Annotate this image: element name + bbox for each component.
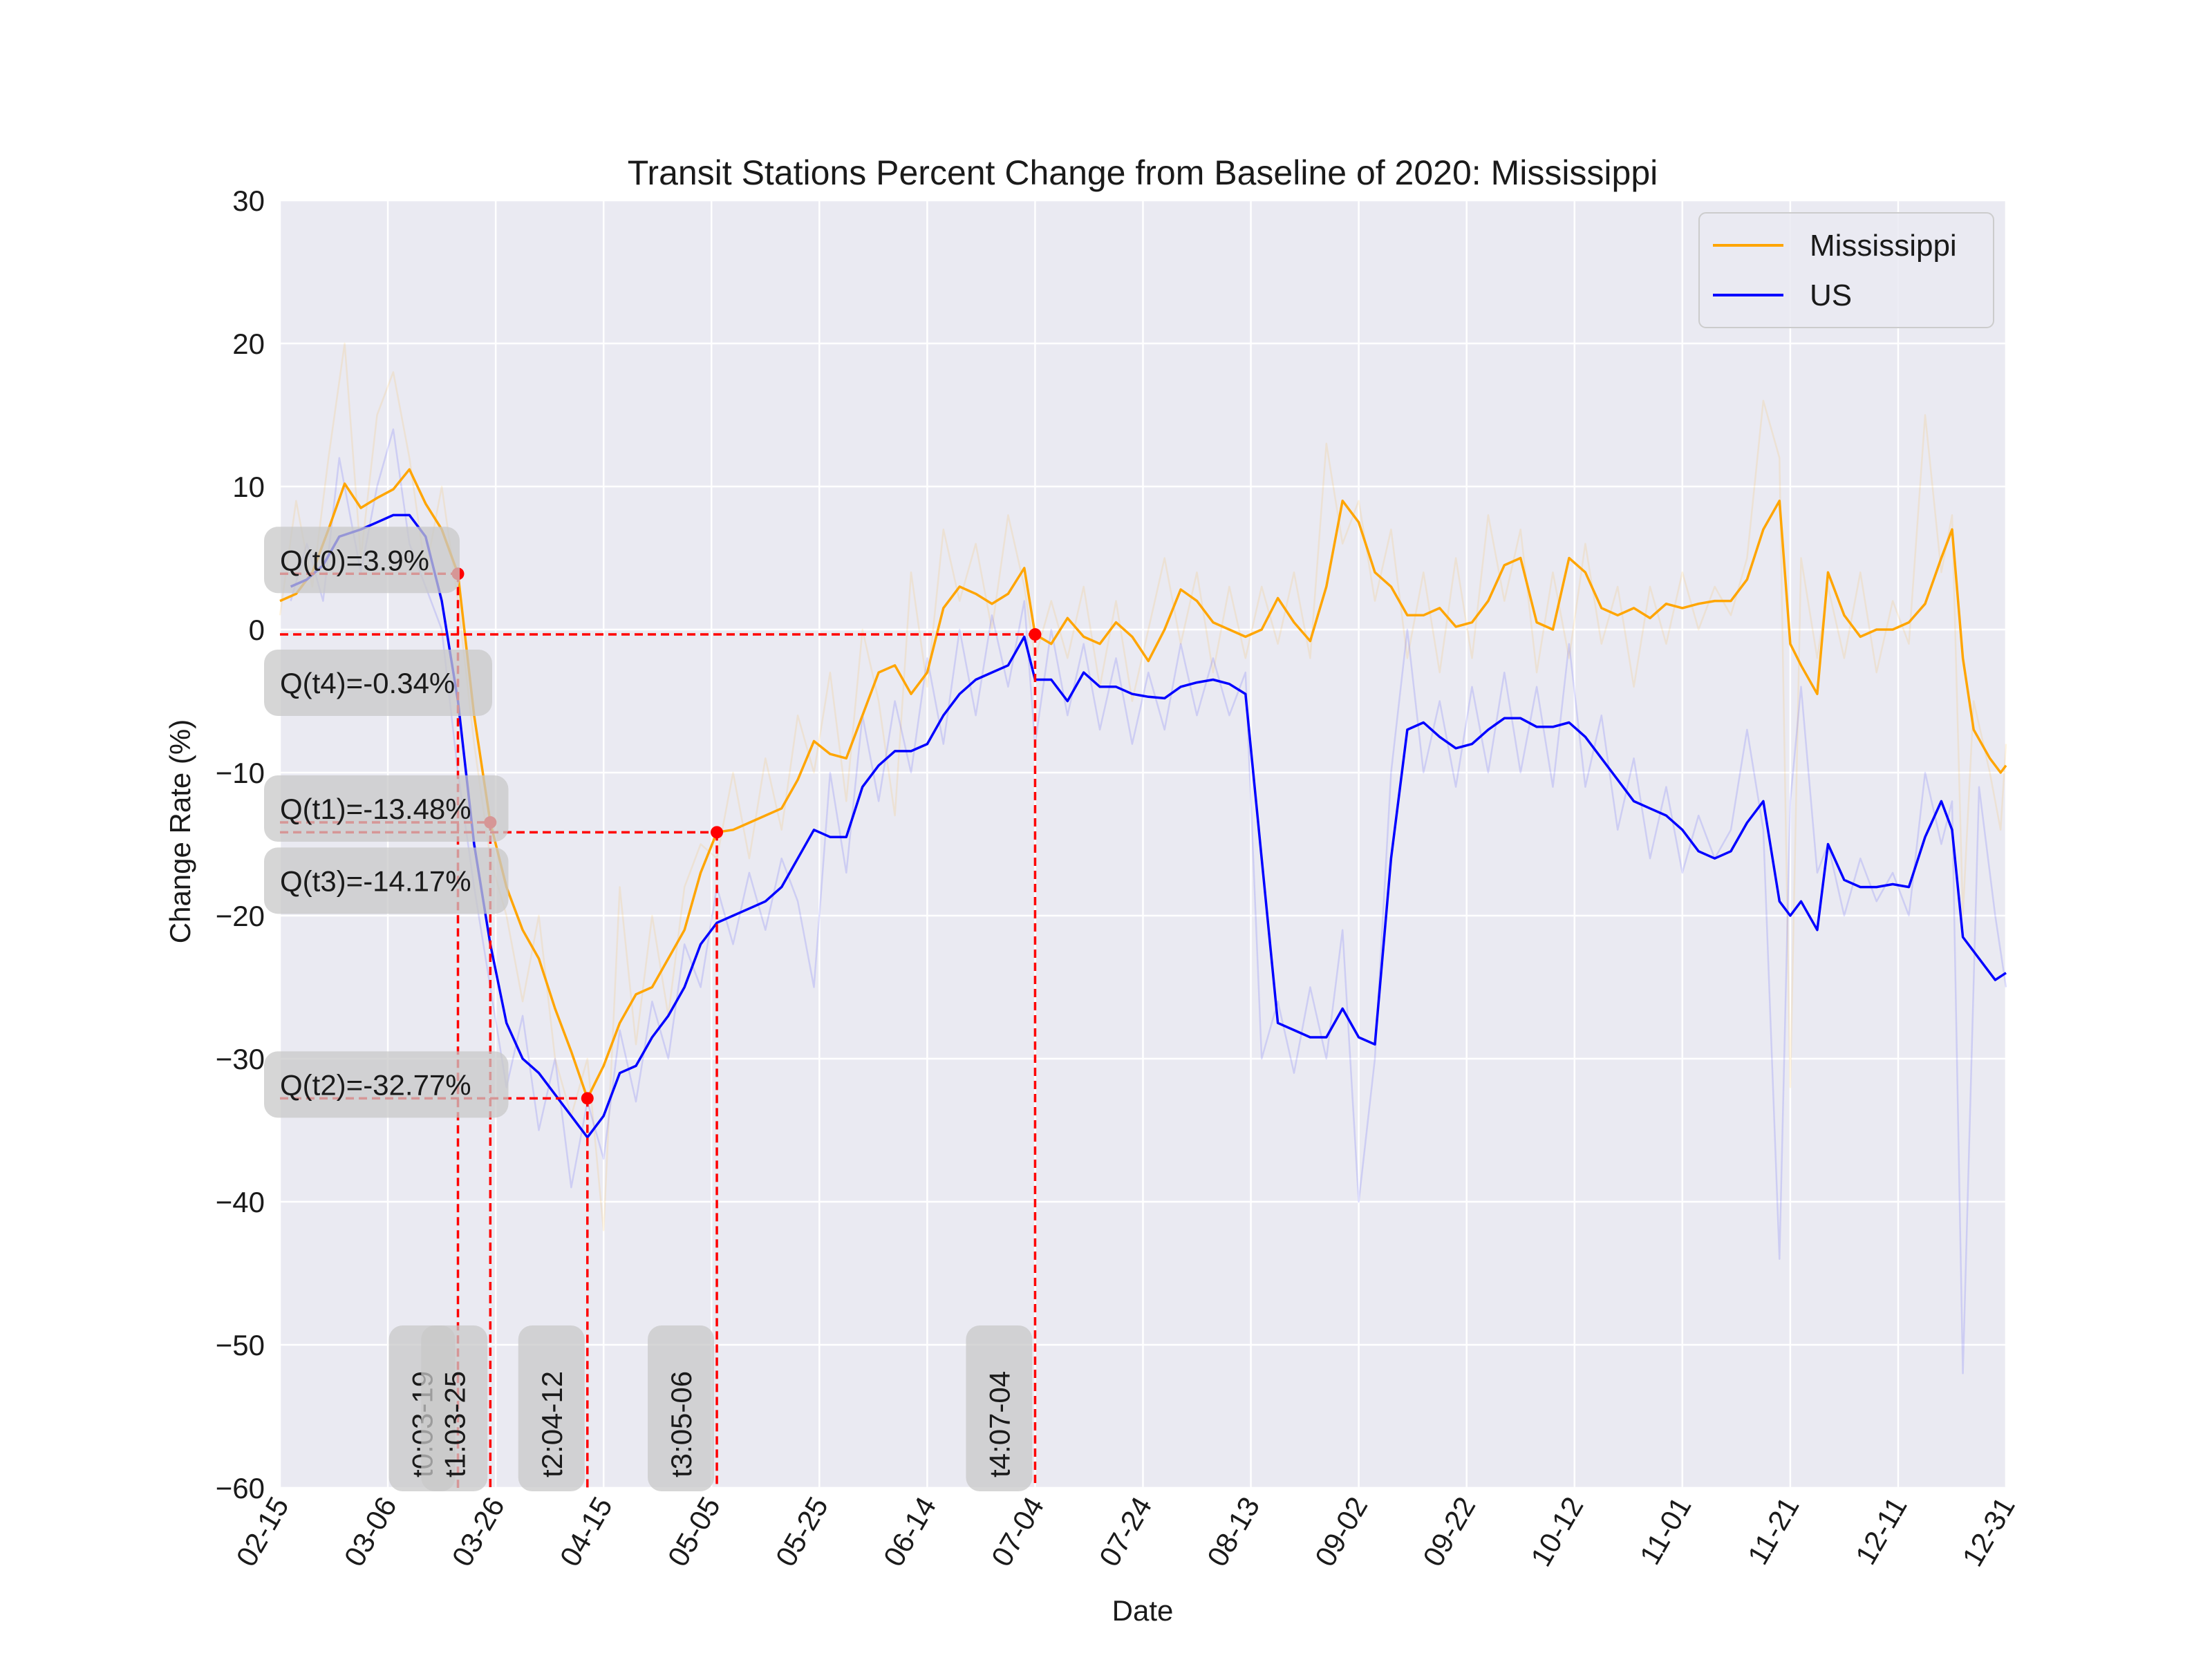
legend-label-us: US <box>1810 278 1852 312</box>
value-annotation-t0: Q(t0)=3.9% <box>280 544 429 576</box>
value-annotation-box-t4 <box>264 650 492 717</box>
smoothed-series <box>279 468 2007 1139</box>
series-line-mississippi <box>279 468 2007 1100</box>
value-annotation-box-t2 <box>264 1051 509 1118</box>
series-line-mississippi-raw <box>279 342 2007 1231</box>
value-annotation-box-t0 <box>264 527 460 594</box>
y-axis-label: Change Rate (%) <box>164 719 196 944</box>
y-tick-label: 0 <box>249 614 265 646</box>
date-annotation-box-t3 <box>648 1325 715 1491</box>
key-point-marker-t3 <box>711 826 724 839</box>
value-annotation-t2: Q(t2)=-32.77% <box>280 1068 471 1101</box>
legend-box <box>1698 212 1994 328</box>
date-annotation-t4: t4:07-04 <box>983 1371 1015 1477</box>
y-tick-label: 10 <box>232 471 265 503</box>
y-tick-label: −60 <box>216 1472 265 1504</box>
legend-label-mississippi: Mississippi <box>1810 229 1957 263</box>
y-tick-label: −10 <box>216 757 265 789</box>
y-tick-label: −20 <box>216 900 265 932</box>
date-annotation-t1: t1:03-25 <box>438 1371 471 1477</box>
y-tick-label: −50 <box>216 1329 265 1361</box>
key-point-marker-t2 <box>581 1092 594 1105</box>
y-tick-label: 20 <box>232 328 265 360</box>
value-annotation-box-t3 <box>264 847 509 914</box>
value-annotation-t4: Q(t4)=-0.34% <box>280 667 455 699</box>
date-annotation-box-t1 <box>421 1325 488 1491</box>
date-annotation-box-t2 <box>518 1325 585 1491</box>
key-point-marker-t4 <box>1029 628 1042 641</box>
x-axis-label: Date <box>1112 1594 1174 1627</box>
y-tick-label: −30 <box>216 1043 265 1075</box>
date-annotation-t3: t3:05-06 <box>665 1371 697 1477</box>
value-annotation-t1: Q(t1)=-13.48% <box>280 793 471 825</box>
value-annotation-box-t1 <box>264 775 509 842</box>
grid <box>279 199 2007 1489</box>
series-line-us <box>290 513 2007 1139</box>
legend: Mississippi US <box>1698 212 1994 328</box>
y-tick-label: 30 <box>232 185 265 217</box>
y-tick-label: −40 <box>216 1186 265 1218</box>
date-annotation-t2: t2:04-12 <box>536 1371 568 1477</box>
value-annotation-t3: Q(t3)=-14.17% <box>280 865 471 897</box>
date-annotation-box-t4 <box>966 1325 1033 1491</box>
annotations: t0:03-19t1:03-25t2:04-12t3:05-06t4:07-04… <box>264 527 1033 1491</box>
chart-title: Transit Stations Percent Change from Bas… <box>628 153 1658 192</box>
